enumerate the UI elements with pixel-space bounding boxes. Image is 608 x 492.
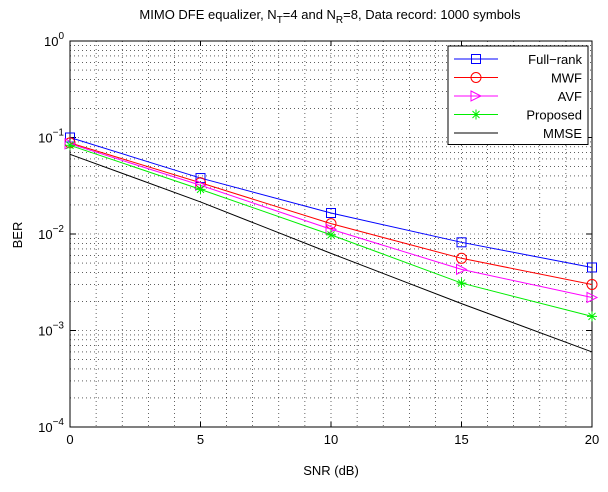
legend-label: Proposed [526, 108, 582, 123]
grid [70, 41, 592, 427]
legend-entry: Full−rank [454, 52, 583, 67]
x-tick-label: 0 [66, 432, 73, 447]
series-line [69, 153, 593, 353]
legend-label: MMSE [543, 126, 582, 141]
data-point [65, 140, 75, 151]
y-tick-label: 10−1 [38, 128, 64, 146]
y-axis-label: BER [10, 222, 25, 249]
x-tick-label: 5 [197, 432, 204, 447]
y-tick-label: 10−2 [38, 224, 64, 242]
data-point [586, 291, 599, 304]
legend: Full−rank MWF AVF Proposed MMSE [447, 45, 589, 145]
series-proposed [65, 140, 597, 322]
legend-marker [471, 109, 481, 120]
data-point [456, 263, 468, 276]
legend-marker [470, 72, 482, 83]
y-tick-label: 100 [44, 31, 64, 49]
series-line [69, 143, 593, 298]
legend-label: AVF [558, 89, 582, 104]
data-point [326, 229, 336, 240]
data-point [456, 237, 467, 248]
series-line [69, 142, 593, 285]
data-point [587, 311, 597, 322]
series-line [69, 137, 593, 268]
data-point [587, 262, 597, 273]
data-point [195, 184, 206, 195]
x-axis-label: SNR (dB) [303, 463, 359, 478]
x-tick-label: 15 [454, 432, 468, 447]
legend-marker [471, 54, 481, 64]
legend-label: MWF [551, 71, 582, 86]
legend-entry: Proposed [454, 108, 582, 123]
chart-title: MIMO DFE equalizer, NT=4 and NR=8, Data … [139, 7, 521, 26]
legend-entry: AVF [454, 89, 582, 104]
x-tick-label: 20 [585, 432, 599, 447]
legend-marker [470, 90, 483, 102]
axis-ticks: 0 5 10 15 20 100 10−1 10−2 10−3 10−4 [38, 31, 599, 447]
series-group [64, 132, 599, 353]
data-point [456, 252, 467, 264]
legend-label: Full−rank [528, 52, 582, 67]
x-tick-label: 10 [324, 432, 338, 447]
y-tick-label: 10−3 [38, 321, 64, 339]
legend-entry: MMSE [454, 126, 582, 141]
data-point [456, 278, 467, 289]
data-point [326, 208, 336, 219]
data-point [586, 278, 598, 290]
legend-entry: MWF [454, 71, 582, 86]
data-point [325, 218, 337, 230]
series-mmse [69, 153, 593, 353]
y-tick-label: 10−4 [38, 417, 64, 435]
